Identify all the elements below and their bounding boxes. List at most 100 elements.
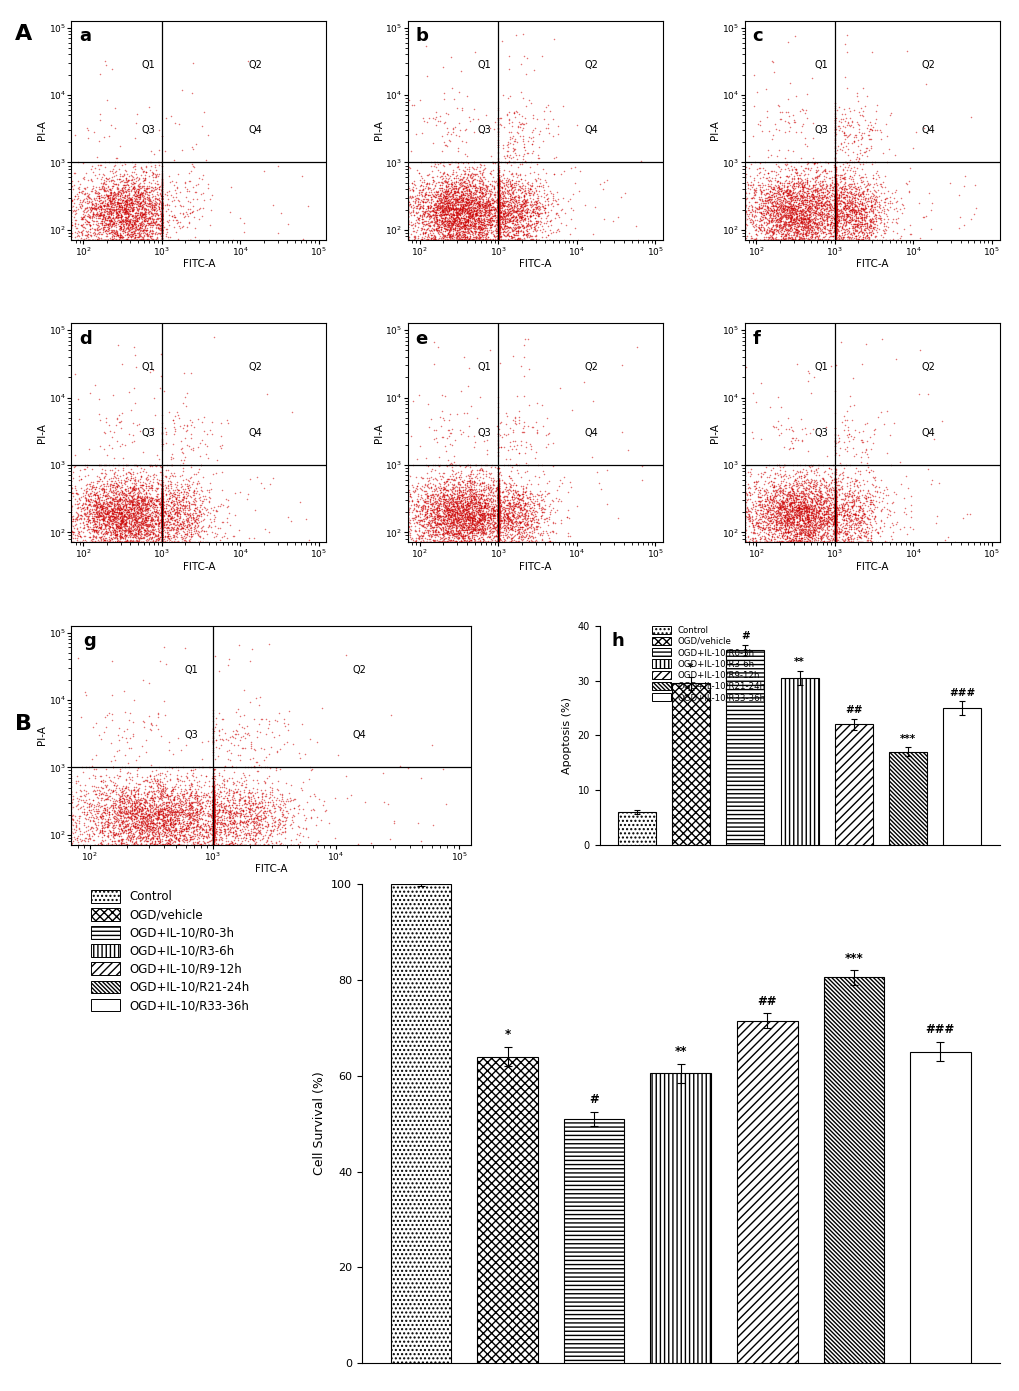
Point — [176, 814, 193, 836]
Point — [420, 494, 436, 516]
Point — [440, 153, 457, 175]
Point — [767, 203, 784, 225]
Point — [105, 517, 121, 540]
Point — [138, 203, 154, 225]
Point — [803, 469, 819, 491]
Point — [154, 492, 170, 515]
Point — [466, 200, 482, 223]
Point — [130, 506, 147, 529]
Point — [447, 192, 464, 214]
Point — [88, 807, 104, 829]
Point — [90, 516, 106, 538]
Point — [175, 818, 192, 840]
Point — [145, 494, 161, 516]
Point — [106, 170, 122, 192]
Point — [74, 220, 91, 242]
Point — [806, 178, 822, 200]
Point — [443, 191, 460, 213]
Point — [154, 814, 170, 836]
Point — [131, 499, 148, 522]
Point — [792, 230, 808, 252]
Point — [478, 502, 494, 524]
Point — [205, 826, 221, 849]
Point — [169, 833, 185, 855]
Point — [463, 531, 479, 554]
Point — [491, 516, 507, 538]
Point — [154, 473, 170, 495]
Point — [162, 818, 178, 840]
Point — [212, 780, 228, 803]
Point — [898, 504, 914, 526]
Point — [801, 225, 817, 248]
Point — [440, 152, 457, 174]
Point — [791, 184, 807, 206]
Point — [490, 502, 506, 524]
Point — [111, 200, 127, 223]
Point — [139, 791, 155, 814]
Point — [436, 217, 452, 239]
Point — [270, 702, 286, 725]
Point — [771, 210, 788, 232]
Point — [230, 519, 247, 541]
Point — [439, 214, 455, 236]
Point — [508, 204, 525, 227]
Point — [141, 171, 157, 193]
Point — [826, 171, 843, 193]
Point — [447, 189, 464, 211]
Point — [490, 220, 506, 242]
Point — [116, 198, 132, 220]
Point — [825, 193, 842, 216]
Point — [523, 181, 539, 203]
Point — [490, 484, 506, 506]
Point — [828, 481, 845, 504]
Point — [191, 790, 207, 812]
Point — [470, 491, 486, 513]
Point — [165, 495, 181, 517]
Point — [826, 218, 843, 241]
Point — [399, 230, 416, 252]
Point — [112, 833, 128, 855]
Point — [399, 195, 416, 217]
Point — [115, 220, 131, 242]
Point — [503, 218, 520, 241]
Point — [804, 175, 820, 198]
Point — [490, 184, 506, 206]
Point — [487, 203, 503, 225]
Point — [452, 501, 469, 523]
Point — [448, 206, 465, 228]
Point — [770, 192, 787, 214]
Point — [449, 206, 466, 228]
Point — [489, 508, 505, 530]
Point — [233, 766, 250, 789]
Point — [865, 480, 881, 502]
Point — [70, 522, 87, 544]
Point — [425, 516, 441, 538]
Point — [124, 485, 141, 508]
Point — [505, 484, 522, 506]
Point — [102, 185, 118, 207]
Point — [502, 512, 519, 534]
Point — [448, 230, 465, 252]
Point — [154, 531, 170, 554]
Point — [212, 530, 228, 552]
Point — [419, 200, 435, 223]
Point — [472, 178, 488, 200]
Point — [561, 524, 578, 547]
Point — [159, 808, 175, 830]
Point — [153, 491, 169, 513]
Point — [204, 803, 220, 825]
Point — [100, 823, 116, 846]
Point — [90, 529, 106, 551]
Point — [549, 188, 566, 210]
Point — [489, 163, 505, 185]
Point — [126, 193, 143, 216]
Point — [826, 179, 843, 202]
Point — [468, 207, 484, 230]
Point — [489, 479, 505, 501]
Point — [247, 811, 263, 833]
Point — [154, 531, 170, 554]
Point — [154, 798, 170, 821]
Point — [752, 182, 768, 204]
Point — [443, 484, 460, 506]
Point — [153, 403, 169, 426]
